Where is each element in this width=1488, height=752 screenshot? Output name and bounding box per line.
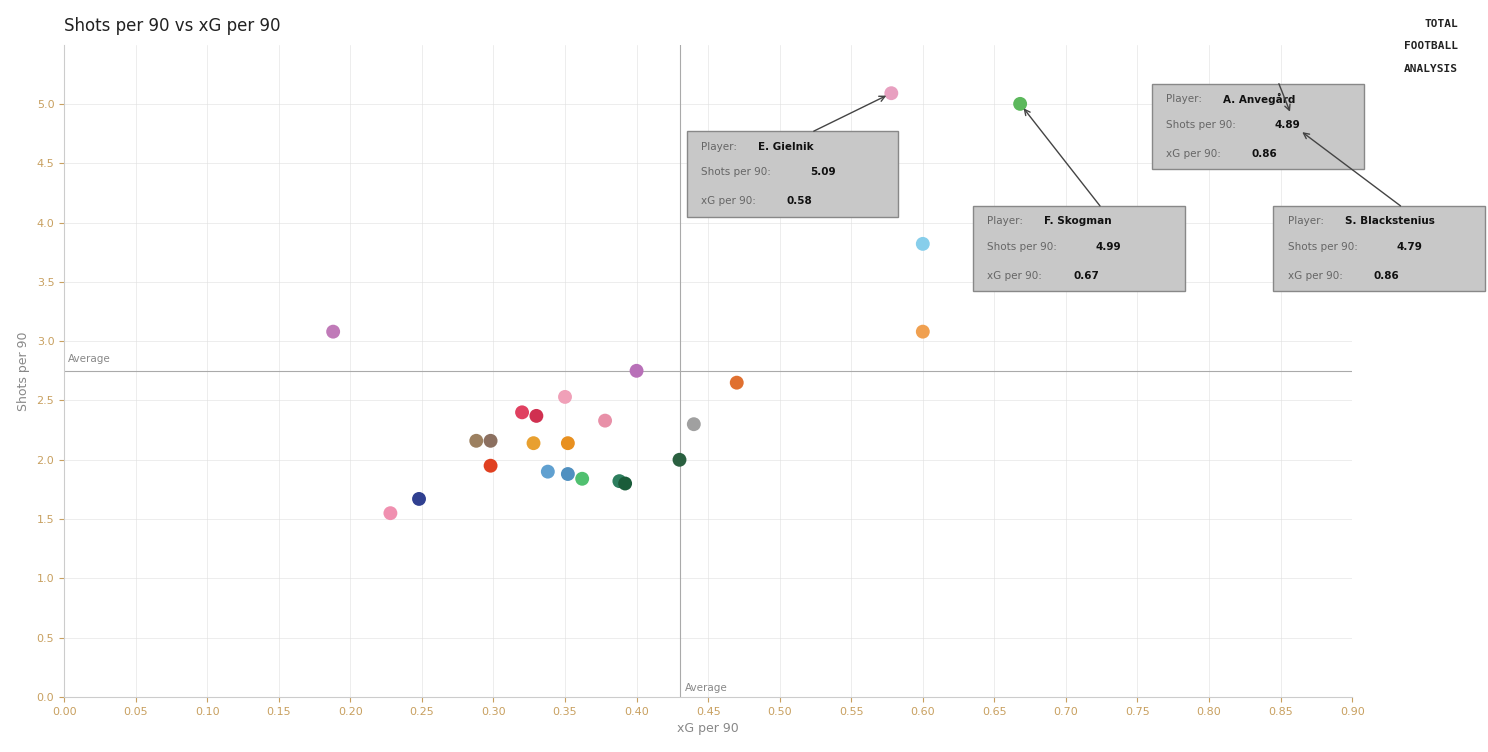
Text: xG per 90:: xG per 90: (701, 196, 759, 206)
X-axis label: xG per 90: xG per 90 (677, 723, 740, 735)
Point (479, 459, 503, 472)
Point (510, 406, 534, 418)
Point (911, 238, 934, 250)
Point (557, 468, 580, 480)
Point (613, 478, 637, 490)
Point (682, 418, 705, 430)
Text: TOTAL: TOTAL (1424, 19, 1458, 29)
Text: 4.99: 4.99 (1097, 242, 1122, 252)
Text: FOOTBALL: FOOTBALL (1405, 41, 1458, 51)
Point (524, 410, 548, 422)
Text: xG per 90:: xG per 90: (1287, 271, 1345, 281)
Point (1286, 123, 1309, 135)
Point (554, 391, 577, 403)
Text: A. Anvegård: A. Anvegård (1223, 93, 1296, 105)
Point (625, 365, 649, 377)
Text: Shots per 90:: Shots per 90: (701, 167, 774, 177)
Text: Player:: Player: (987, 217, 1027, 226)
Point (536, 465, 559, 478)
Point (1009, 98, 1033, 110)
Point (479, 435, 503, 447)
Y-axis label: Shots per 90: Shots per 90 (16, 331, 30, 411)
FancyBboxPatch shape (1152, 83, 1363, 169)
Point (321, 326, 345, 338)
Text: Player:: Player: (701, 141, 740, 152)
Text: Shots per 90:: Shots per 90: (1287, 242, 1362, 252)
Point (879, 87, 903, 99)
Text: E. Gielnik: E. Gielnik (759, 141, 814, 152)
Text: S. Blackstenius: S. Blackstenius (1345, 217, 1434, 226)
Text: Player:: Player: (1287, 217, 1327, 226)
Text: xG per 90:: xG per 90: (987, 271, 1046, 281)
FancyBboxPatch shape (1274, 206, 1485, 291)
FancyBboxPatch shape (686, 131, 899, 217)
FancyBboxPatch shape (973, 206, 1184, 291)
Point (522, 437, 546, 449)
Text: 4.79: 4.79 (1397, 242, 1423, 252)
Point (668, 453, 692, 465)
Text: 0.86: 0.86 (1373, 271, 1399, 281)
Text: xG per 90:: xG per 90: (1167, 149, 1225, 159)
Text: Shots per 90:: Shots per 90: (1167, 120, 1240, 129)
Point (464, 435, 488, 447)
Text: 0.67: 0.67 (1073, 271, 1100, 281)
Point (911, 326, 934, 338)
Text: Average: Average (686, 684, 728, 693)
Point (607, 475, 631, 487)
Text: Shots per 90 vs xG per 90: Shots per 90 vs xG per 90 (64, 17, 281, 35)
Point (594, 414, 618, 426)
Text: 0.58: 0.58 (787, 196, 812, 206)
Point (557, 437, 580, 449)
Point (378, 507, 402, 519)
Point (408, 493, 432, 505)
Text: 5.09: 5.09 (809, 167, 835, 177)
Text: Average: Average (68, 353, 112, 364)
Text: F. Skogman: F. Skogman (1045, 217, 1112, 226)
Text: Player:: Player: (1167, 94, 1205, 104)
Text: Shots per 90:: Shots per 90: (987, 242, 1061, 252)
Point (1280, 111, 1303, 123)
Text: 4.89: 4.89 (1275, 120, 1301, 129)
Text: ANALYSIS: ANALYSIS (1405, 64, 1458, 74)
Text: 0.86: 0.86 (1251, 149, 1278, 159)
Point (725, 377, 748, 389)
Point (570, 473, 594, 485)
